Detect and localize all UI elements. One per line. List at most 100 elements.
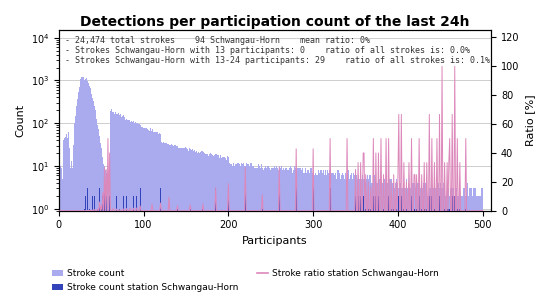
Bar [456,188,457,300]
Bar [388,183,389,300]
Bar [453,188,454,300]
Bar [416,209,417,300]
Bar [310,168,311,300]
Bar [345,172,346,300]
Bar [87,81,88,300]
Bar [334,176,335,300]
Bar [363,196,364,300]
X-axis label: Participants: Participants [242,236,308,246]
Bar [263,164,265,300]
Bar [71,161,72,300]
Bar [230,164,232,300]
Bar [477,196,478,300]
Bar [273,168,274,300]
Bar [94,196,95,300]
Bar [419,183,420,300]
Bar [287,170,288,300]
Bar [457,196,458,300]
Bar [72,168,73,300]
Bar [130,122,131,300]
Bar [398,196,399,300]
Bar [451,188,452,300]
Bar [304,172,305,300]
Bar [338,170,339,300]
Bar [258,164,259,300]
Bar [155,132,156,300]
Bar [140,125,141,300]
Bar [419,196,420,300]
Bar [184,148,185,300]
Bar [251,163,252,300]
Bar [149,131,150,300]
Bar [237,163,238,300]
Bar [284,170,285,300]
Bar [424,209,425,300]
Bar [160,188,161,300]
Bar [170,145,171,300]
Bar [81,77,82,300]
Bar [396,179,397,300]
Bar [398,188,399,300]
Bar [401,196,402,300]
Bar [462,196,463,300]
Bar [252,164,254,300]
Bar [460,196,461,300]
Bar [172,145,173,300]
Bar [221,158,222,300]
Bar [183,148,184,300]
Bar [465,209,466,300]
Bar [131,121,132,300]
Bar [133,196,134,300]
Bar [382,183,383,300]
Bar [123,115,124,300]
Bar [365,183,366,300]
Bar [378,179,379,300]
Bar [62,179,63,300]
Bar [282,170,283,300]
Bar [99,188,100,300]
Bar [153,131,154,300]
Stroke ratio station Schwangau-Horn [480,209,486,212]
Bar [121,117,122,300]
Bar [224,156,225,300]
Bar [396,209,397,300]
Bar [90,88,91,300]
Bar [406,179,407,300]
Bar [292,170,293,300]
Bar [465,196,466,300]
Bar [105,170,106,300]
Bar [454,196,455,300]
Bar [146,128,147,300]
Bar [89,209,90,300]
Bar [410,188,411,300]
Bar [245,188,246,300]
Bar [444,209,445,300]
Bar [271,168,272,300]
Bar [67,138,68,300]
Bar [243,163,244,300]
Bar [114,114,115,300]
Bar [428,196,429,300]
Bar [423,183,424,300]
Bar [142,127,143,300]
Bar [373,183,374,300]
Bar [388,196,389,300]
Bar [293,170,294,300]
Bar [206,154,207,300]
Bar [113,112,114,300]
Bar [60,166,61,300]
Bar [65,137,66,300]
Bar [98,129,99,300]
Bar [80,79,81,300]
Bar [402,188,403,300]
Bar [101,148,102,300]
Stroke ratio station Schwangau-Horn [308,209,315,212]
Bar [401,188,402,300]
Bar [73,145,74,300]
Bar [370,209,371,300]
Bar [118,112,119,300]
Bar [414,209,415,300]
Bar [198,152,199,300]
Bar [438,183,439,300]
Bar [213,154,214,300]
